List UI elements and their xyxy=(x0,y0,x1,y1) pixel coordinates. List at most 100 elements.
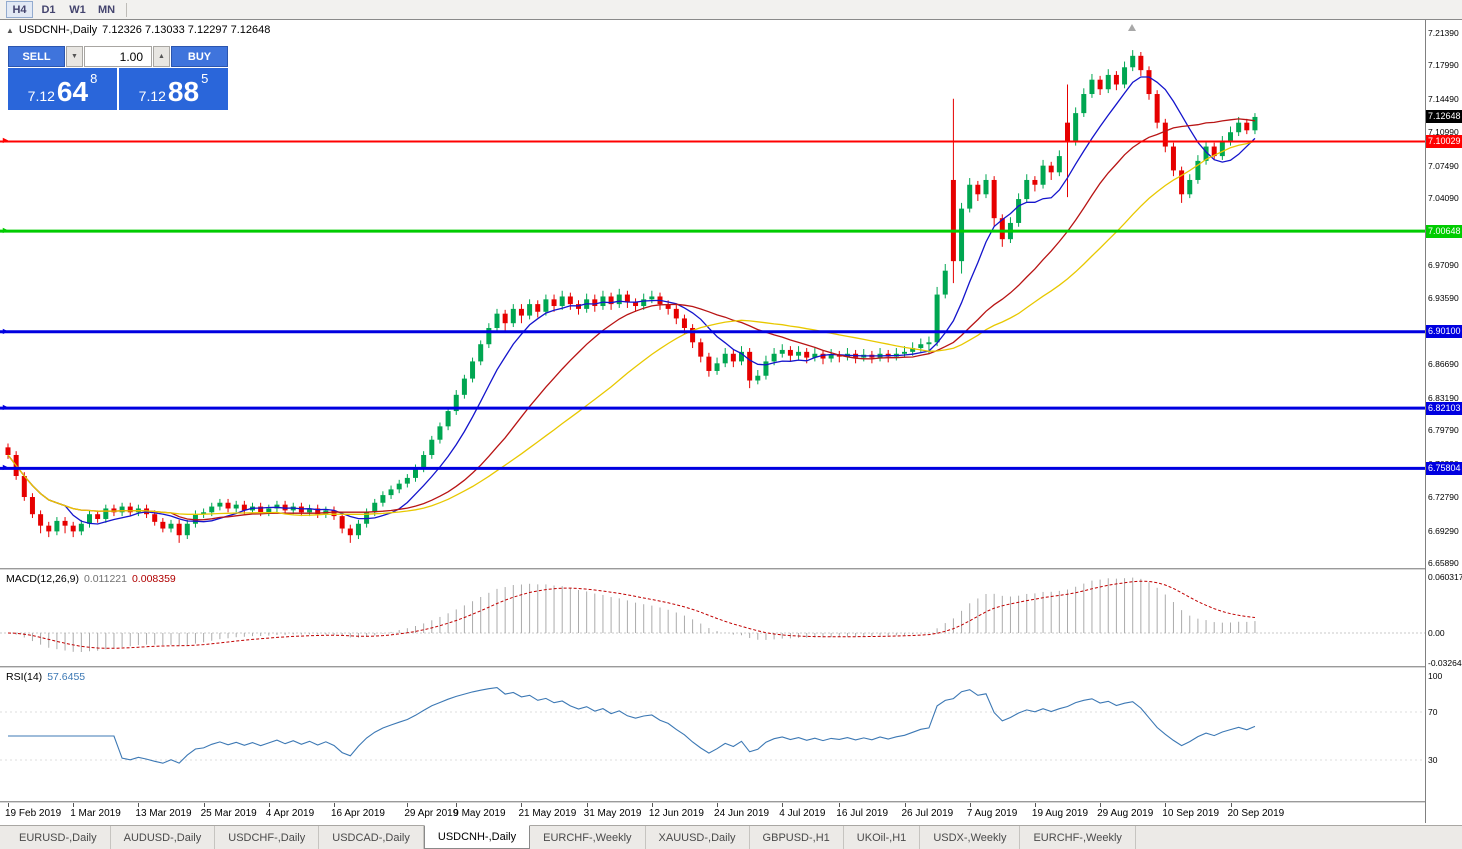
chart-tab-ukoil-h1[interactable]: UKOil-,H1 xyxy=(844,826,921,849)
candle xyxy=(461,374,467,399)
macd-canvas xyxy=(0,577,1425,653)
lot-decrease-button[interactable]: ▼ xyxy=(66,46,83,67)
candle xyxy=(959,202,965,274)
candle xyxy=(820,349,826,365)
level-line-handle[interactable]: ► xyxy=(1,135,10,146)
chart-plot-area[interactable]: ▲ USDCNH-,Daily 7.12326 7.13033 7.12297 … xyxy=(0,20,1425,823)
chart-tab-usdcnh-daily[interactable]: USDCNH-,Daily xyxy=(423,825,531,849)
candle xyxy=(111,504,117,517)
buy-price-display[interactable]: 7.12 88 5 xyxy=(119,68,228,110)
chart-symbol-label: USDCNH-,Daily xyxy=(18,24,98,36)
chart-tab-eurchf-weekly[interactable]: EURCHF-,Weekly xyxy=(530,826,646,849)
candle xyxy=(486,323,492,349)
buy-price-pips: 88 xyxy=(167,76,200,107)
candle xyxy=(877,348,883,362)
chart-shift-marker[interactable] xyxy=(1128,24,1136,31)
caret-down-icon: ▼ xyxy=(71,53,78,60)
date-label: 10 Sep 2019 xyxy=(1162,808,1220,819)
price-scale-label: 7.07490 xyxy=(1428,160,1459,171)
chart-symbol-icon: ▲ xyxy=(6,25,14,35)
candle xyxy=(404,474,410,488)
price-scale-label: 6.69290 xyxy=(1428,525,1459,536)
candle xyxy=(429,435,435,459)
date-axis[interactable]: 19 Feb 2019 1 Mar 2019 13 Mar 2019 25 Mar 2… xyxy=(0,803,1425,823)
chart-tab-audusd-daily[interactable]: AUDUSD-,Daily xyxy=(111,826,216,849)
date-label: 31 May 2019 xyxy=(583,808,642,819)
candle xyxy=(160,518,166,533)
rsi-name: RSI(14) xyxy=(6,671,43,683)
chart-tab-eurusd-daily[interactable]: EURUSD-,Daily xyxy=(6,826,111,849)
candle xyxy=(1016,193,1022,227)
one-click-trading-panel: SELL ▼ 1.00 ▲ BUY 7.12 64 8 7.12 88 5 xyxy=(8,46,228,110)
date-tick xyxy=(1230,803,1232,807)
date-tick xyxy=(782,803,784,807)
chart-tab-eurchf-weekly[interactable]: EURCHF-,Weekly xyxy=(1020,826,1136,849)
chart-tab-gbpusd-h1[interactable]: GBPUSD-,H1 xyxy=(750,826,844,849)
price-scale-label: 6.65890 xyxy=(1428,558,1459,568)
candle xyxy=(633,298,639,312)
macd-scale-label: 0.00 xyxy=(1428,628,1445,638)
candle xyxy=(87,510,92,528)
timeframe-button-d1[interactable]: D1 xyxy=(41,3,56,16)
date-label: 12 Jun 2019 xyxy=(648,808,704,819)
candle xyxy=(1048,161,1054,180)
date-tick xyxy=(203,803,205,807)
candle xyxy=(518,304,524,324)
lot-increase-button[interactable]: ▲ xyxy=(153,46,170,67)
chart-tab-usdchf-daily[interactable]: USDCHF-,Daily xyxy=(215,826,320,849)
level-line-handle[interactable]: ► xyxy=(1,325,10,336)
chart-tab-usdcad-daily[interactable]: USDCAD-,Daily xyxy=(319,826,424,849)
date-tick xyxy=(1100,803,1102,807)
date-label: 9 May 2019 xyxy=(453,808,506,819)
candle xyxy=(763,355,769,380)
candle xyxy=(241,500,247,515)
timeframe-button-w1[interactable]: W1 xyxy=(69,3,86,16)
timeframe-button-mn[interactable]: MN xyxy=(98,3,116,16)
candle xyxy=(95,510,101,523)
date-label: 24 Jun 2019 xyxy=(714,808,770,819)
lot-size-input[interactable]: 1.00 xyxy=(84,46,152,67)
macd-scale-label: 0.060317 xyxy=(1428,572,1462,582)
rsi-panel-separator[interactable] xyxy=(0,666,1425,668)
date-tick xyxy=(651,803,653,807)
chart-tab-usdx-weekly[interactable]: USDX-,Weekly xyxy=(920,826,1021,849)
candle xyxy=(893,348,899,361)
candle xyxy=(975,180,981,201)
candle xyxy=(576,300,581,315)
timeframe-button-h4[interactable]: H4 xyxy=(6,1,33,18)
current-price-badge: 7.12648 xyxy=(1426,109,1462,123)
date-tick xyxy=(456,803,458,807)
price-scale[interactable]: 7.21390 7.17990 7.14490 7.10990 7.07490 7.040… xyxy=(1425,20,1462,823)
sell-button[interactable]: SELL xyxy=(8,46,65,67)
price-scale-label: 7.17990 xyxy=(1428,60,1459,71)
chart-tabs-bar: EURUSD-,Daily AUDUSD-,Daily USDCHF-,Daily U… xyxy=(0,825,1462,849)
candle xyxy=(1219,136,1225,160)
date-label: 19 Feb 2019 xyxy=(5,808,62,819)
level-line-handle[interactable]: ► xyxy=(1,402,10,413)
candle xyxy=(70,521,76,538)
candle xyxy=(453,390,459,415)
macd-panel-separator[interactable] xyxy=(0,568,1425,570)
price-scale-label: 7.10990 xyxy=(1428,127,1459,138)
buy-button[interactable]: BUY xyxy=(171,46,228,67)
candle xyxy=(747,348,753,389)
sell-price-big-figure: 7.12 xyxy=(27,88,55,104)
sell-price-display[interactable]: 7.12 64 8 xyxy=(8,68,117,110)
toolbar-separator xyxy=(126,2,128,17)
candle xyxy=(1056,150,1062,177)
macd-label: MACD(12,26,9) 0.011221 0.008359 xyxy=(6,573,176,585)
candle xyxy=(828,348,834,363)
candle xyxy=(641,293,647,310)
level-line-handle[interactable]: ► xyxy=(1,225,10,236)
chart-ohlc-values: 7.12326 7.13033 7.12297 7.12648 xyxy=(102,24,271,36)
price-scale-label: 6.93590 xyxy=(1428,293,1459,304)
level-line-handle[interactable]: ► xyxy=(1,462,10,473)
candle xyxy=(698,338,704,363)
candle xyxy=(478,340,484,366)
candle xyxy=(1211,142,1217,160)
chart-tab-xauusd-daily[interactable]: XAUUSD-,Daily xyxy=(646,826,750,849)
date-label: 13 Mar 2019 xyxy=(135,808,192,819)
rsi-scale-label: 30 xyxy=(1428,755,1438,765)
candle xyxy=(1122,61,1128,89)
candle xyxy=(201,508,207,519)
